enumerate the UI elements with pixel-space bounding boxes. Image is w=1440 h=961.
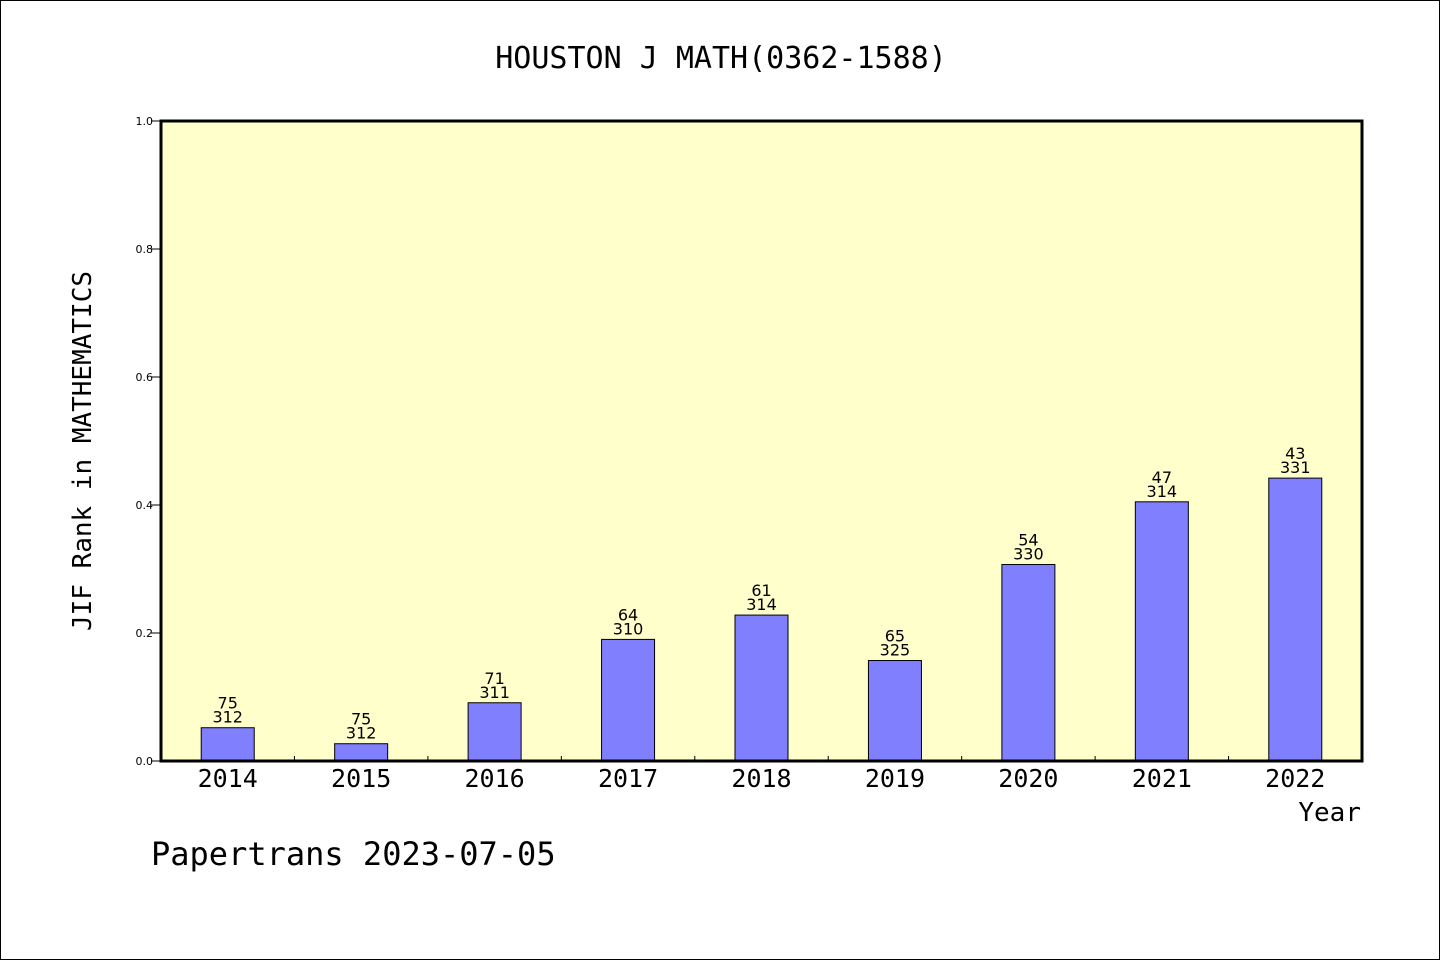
bar-label-rank: 61 [751, 581, 771, 600]
bar-2019 [867, 660, 922, 762]
bar-2020 [1001, 564, 1056, 762]
bar-2021 [1134, 501, 1189, 762]
bar-2018 [734, 614, 789, 762]
bar-label-rank: 54 [1018, 531, 1038, 550]
x-tick-label: 2017 [598, 764, 658, 793]
y-axis-label: JIF Rank in MATHEMATICS [68, 271, 98, 631]
bar-label-rank: 43 [1285, 444, 1305, 463]
chart-title: HOUSTON J MATH(0362-1588) [495, 41, 947, 76]
x-tick-label: 2019 [865, 764, 925, 793]
x-tick-label: 2016 [465, 764, 525, 793]
x-tick-label: 2020 [998, 764, 1058, 793]
bar-2016 [467, 702, 522, 762]
y-tick-label: 0.6 [136, 371, 154, 384]
bar-2022 [1268, 477, 1323, 762]
bar-label-rank: 75 [351, 710, 371, 729]
bar-label-rank: 64 [618, 605, 638, 624]
bar-label-total: 311 [479, 683, 510, 702]
bars-group [200, 477, 1323, 762]
bar-label-total: 314 [746, 595, 777, 614]
x-tick-label: 2021 [1132, 764, 1192, 793]
bar-label-rank: 75 [218, 694, 238, 713]
x-axis-label: Year [1298, 798, 1361, 828]
bar-2015 [334, 743, 389, 762]
footer-watermark: Papertrans 2023-07-05 [151, 835, 556, 873]
bar-label-total: 314 [1147, 482, 1178, 501]
bar-label-total: 331 [1280, 458, 1311, 477]
x-tick-label: 2014 [198, 764, 258, 793]
bar-label-total: 312 [212, 708, 243, 727]
x-axis-ticks: 2014 2015 2016 2017 2018 2019 2020 2021 2022 [198, 756, 1325, 793]
bar-label-total: 325 [880, 641, 911, 660]
x-tick-label: 2022 [1265, 764, 1325, 793]
bar-label-total: 312 [346, 724, 377, 743]
y-tick-label: 0.8 [136, 243, 154, 256]
y-tick-label: 0.0 [136, 755, 154, 768]
y-axis-ticks: 0.0 0.2 0.4 0.6 0.8 1.0 [136, 115, 161, 768]
x-tick-label: 2015 [331, 764, 391, 793]
bar-2014 [200, 727, 255, 762]
bar-label-rank: 71 [484, 669, 504, 688]
y-tick-label: 0.2 [136, 627, 154, 640]
bar-label-rank: 47 [1152, 468, 1172, 487]
plot-border [159, 119, 1364, 763]
y-tick-label: 0.4 [136, 499, 154, 512]
y-tick-label: 1.0 [136, 115, 154, 128]
bar-label-total: 310 [613, 619, 644, 638]
bar-2017 [601, 638, 656, 762]
bar-label-rank: 65 [885, 627, 905, 646]
bar-label-total: 330 [1013, 545, 1044, 564]
x-tick-label: 2018 [731, 764, 791, 793]
